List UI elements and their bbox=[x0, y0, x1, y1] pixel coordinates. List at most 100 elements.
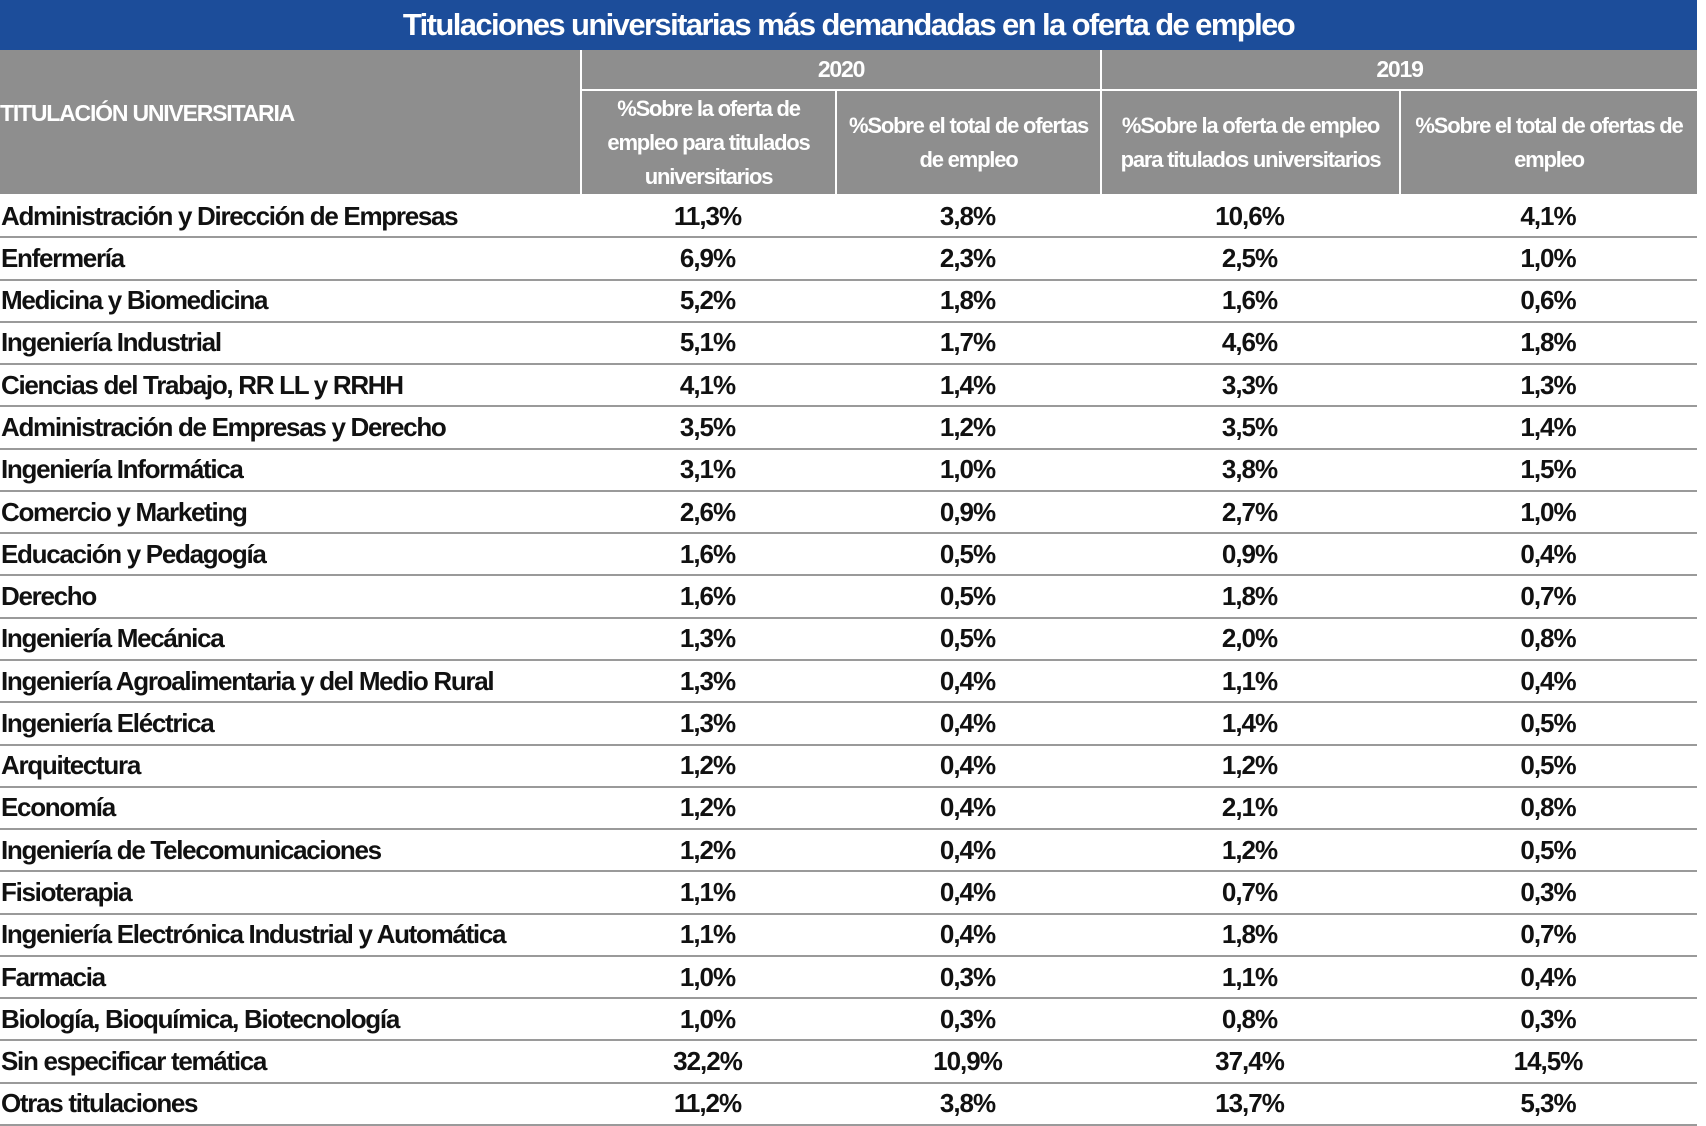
sub-header: %Sobre la oferta de empleo para titulado… bbox=[580, 91, 835, 196]
value-cell: 1,4% bbox=[1399, 407, 1697, 450]
value-cell: 2,6% bbox=[580, 492, 835, 535]
row-label: Administración de Empresas y Derecho bbox=[0, 407, 580, 450]
value-cell: 1,2% bbox=[580, 830, 835, 873]
value-cell: 0,7% bbox=[1399, 915, 1697, 957]
value-cell: 1,3% bbox=[1399, 365, 1697, 408]
value-cell: 0,7% bbox=[1399, 576, 1697, 619]
value-cell: 0,5% bbox=[835, 534, 1100, 577]
value-cell: 3,5% bbox=[580, 407, 835, 450]
value-cell: 1,8% bbox=[835, 281, 1100, 323]
value-cell: 0,5% bbox=[1399, 703, 1697, 746]
table-title: Titulaciones universitarias más demandad… bbox=[0, 0, 1697, 50]
year-header: 2020 bbox=[580, 50, 1100, 91]
value-cell: 10,9% bbox=[835, 1041, 1100, 1084]
value-cell: 1,3% bbox=[580, 619, 835, 661]
value-cell: 10,6% bbox=[1100, 196, 1399, 239]
value-cell: 2,3% bbox=[835, 238, 1100, 281]
value-cell: 4,1% bbox=[580, 365, 835, 408]
row-label: Ingeniería Mecánica bbox=[0, 619, 580, 661]
value-cell: 1,5% bbox=[1399, 450, 1697, 492]
value-cell: 2,0% bbox=[1100, 619, 1399, 661]
value-cell: 2,1% bbox=[1100, 788, 1399, 831]
value-cell: 5,3% bbox=[1399, 1084, 1697, 1126]
value-cell: 1,2% bbox=[835, 407, 1100, 450]
row-label: Enfermería bbox=[0, 238, 580, 281]
value-cell: 0,7% bbox=[1100, 872, 1399, 915]
row-label: Ciencias del Trabajo, RR LL y RRHH bbox=[0, 365, 580, 408]
value-cell: 1,6% bbox=[580, 534, 835, 577]
value-cell: 1,1% bbox=[580, 872, 835, 915]
row-label: Otras titulaciones bbox=[0, 1084, 580, 1126]
value-cell: 0,9% bbox=[835, 492, 1100, 535]
value-cell: 1,8% bbox=[1399, 323, 1697, 366]
value-cell: 0,6% bbox=[1399, 281, 1697, 323]
value-cell: 2,5% bbox=[1100, 238, 1399, 281]
value-cell: 0,9% bbox=[1100, 534, 1399, 577]
value-cell: 0,8% bbox=[1100, 999, 1399, 1042]
value-cell: 0,5% bbox=[1399, 830, 1697, 873]
value-cell: 4,6% bbox=[1100, 323, 1399, 366]
value-cell: 1,0% bbox=[580, 999, 835, 1042]
value-cell: 3,5% bbox=[1100, 407, 1399, 450]
value-cell: 1,2% bbox=[580, 746, 835, 788]
value-cell: 0,4% bbox=[1399, 661, 1697, 704]
row-label: Farmacia bbox=[0, 957, 580, 1000]
sub-header: %Sobre el total de ofertas de empleo bbox=[835, 91, 1100, 196]
row-label: Administración y Dirección de Empresas bbox=[0, 196, 580, 239]
value-cell: 14,5% bbox=[1399, 1041, 1697, 1084]
value-cell: 3,1% bbox=[580, 450, 835, 492]
value-cell: 0,5% bbox=[835, 619, 1100, 661]
row-label: Ingeniería Eléctrica bbox=[0, 703, 580, 746]
row-label: Fisioterapia bbox=[0, 872, 580, 915]
value-cell: 0,4% bbox=[1399, 534, 1697, 577]
row-label: Arquitectura bbox=[0, 746, 580, 788]
value-cell: 3,8% bbox=[1100, 450, 1399, 492]
row-label: Economía bbox=[0, 788, 580, 831]
value-cell: 1,6% bbox=[580, 576, 835, 619]
value-cell: 5,1% bbox=[580, 323, 835, 366]
value-cell: 1,4% bbox=[835, 365, 1100, 408]
value-cell: 37,4% bbox=[1100, 1041, 1399, 1084]
value-cell: 32,2% bbox=[580, 1041, 835, 1084]
value-cell: 0,3% bbox=[1399, 999, 1697, 1042]
value-cell: 3,3% bbox=[1100, 365, 1399, 408]
sub-header: %Sobre el total de ofertas de empleo bbox=[1399, 91, 1697, 196]
value-cell: 1,0% bbox=[580, 957, 835, 1000]
value-cell: 1,3% bbox=[580, 703, 835, 746]
value-cell: 11,3% bbox=[580, 196, 835, 239]
row-label: Ingeniería Informática bbox=[0, 450, 580, 492]
header-label: TITULACIÓN UNIVERSITARIA bbox=[0, 50, 580, 196]
value-cell: 1,1% bbox=[1100, 957, 1399, 1000]
value-cell: 1,7% bbox=[835, 323, 1100, 366]
value-cell: 0,3% bbox=[1399, 872, 1697, 915]
value-cell: 0,4% bbox=[1399, 957, 1697, 1000]
value-cell: 11,2% bbox=[580, 1084, 835, 1126]
value-cell: 0,3% bbox=[835, 999, 1100, 1042]
value-cell: 1,1% bbox=[1100, 661, 1399, 704]
value-cell: 1,2% bbox=[1100, 830, 1399, 873]
value-cell: 0,4% bbox=[835, 661, 1100, 704]
value-cell: 3,8% bbox=[835, 196, 1100, 239]
value-cell: 0,5% bbox=[835, 576, 1100, 619]
row-label: Biología, Bioquímica, Biotecnología bbox=[0, 999, 580, 1042]
value-cell: 1,0% bbox=[1399, 492, 1697, 535]
value-cell: 4,1% bbox=[1399, 196, 1697, 239]
sub-header: %Sobre la oferta de empleo para titulado… bbox=[1100, 91, 1399, 196]
value-cell: 0,4% bbox=[835, 746, 1100, 788]
value-cell: 0,3% bbox=[835, 957, 1100, 1000]
value-cell: 0,5% bbox=[1399, 746, 1697, 788]
row-label: Educación y Pedagogía bbox=[0, 534, 580, 577]
value-cell: 5,2% bbox=[580, 281, 835, 323]
value-cell: 1,2% bbox=[1100, 746, 1399, 788]
value-cell: 1,6% bbox=[1100, 281, 1399, 323]
value-cell: 1,8% bbox=[1100, 576, 1399, 619]
value-cell: 1,0% bbox=[835, 450, 1100, 492]
row-label: Sin especificar temática bbox=[0, 1041, 580, 1084]
value-cell: 1,4% bbox=[1100, 703, 1399, 746]
value-cell: 0,8% bbox=[1399, 619, 1697, 661]
value-cell: 0,4% bbox=[835, 872, 1100, 915]
year-header: 2019 bbox=[1100, 50, 1697, 91]
value-cell: 1,8% bbox=[1100, 915, 1399, 957]
row-label: Ingeniería Industrial bbox=[0, 323, 580, 366]
